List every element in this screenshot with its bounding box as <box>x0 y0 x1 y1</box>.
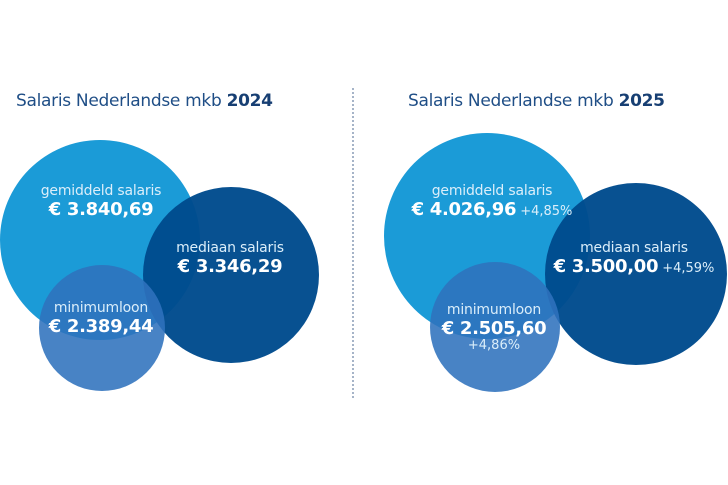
minimum-wage-value: € 2.389,44 <box>48 316 154 337</box>
median-salary-value: € 3.346,29 <box>177 256 283 277</box>
median-salary-title: mediaan salaris <box>580 240 688 256</box>
panel-title-2024: Salaris Nederlandse mkb 2024 <box>16 91 273 111</box>
median-salary-change: +4,59% <box>662 261 715 276</box>
minimum-wage-title: minimumloon <box>446 302 542 318</box>
minimum-wage-title: minimumloon <box>53 300 149 316</box>
title-year: 2024 <box>226 91 273 111</box>
average-salary-label: gemiddeld salaris € 3.840,69 <box>41 183 162 220</box>
title-prefix: Salaris Nederlandse mkb <box>16 91 222 111</box>
median-salary-title: mediaan salaris <box>176 240 284 256</box>
median-salary-circle <box>545 183 727 365</box>
average-salary-title: gemiddeld salaris <box>40 183 162 199</box>
title-prefix: Salaris Nederlandse mkb <box>408 91 614 111</box>
median-salary-label: mediaan salaris € 3.346,29 <box>176 240 284 277</box>
panel-divider <box>352 88 354 398</box>
median-salary-value: € 3.500,00 <box>553 256 659 277</box>
minimum-wage-value: € 2.505,60 <box>441 318 547 339</box>
median-salary-circle <box>143 187 319 363</box>
minimum-wage-circle <box>430 262 560 392</box>
minimum-wage-change: +4,86% <box>467 338 521 353</box>
average-salary-title: gemiddeld salaris <box>431 183 553 199</box>
average-salary-label: gemiddeld salaris € 4.026,96 +4,85% <box>412 183 573 220</box>
minimum-wage-label: minimumloon € 2.389,44 <box>49 300 154 337</box>
title-year: 2025 <box>618 91 665 111</box>
minimum-wage-circle <box>39 265 165 391</box>
average-salary-value: € 4.026,96 <box>411 199 517 220</box>
minimum-wage-label: minimumloon € 2.505,60 +4,86% <box>442 302 547 353</box>
median-salary-label: mediaan salaris € 3.500,00 +4,59% <box>554 240 715 277</box>
average-salary-value: € 3.840,69 <box>48 199 154 220</box>
average-salary-change: +4,85% <box>520 204 573 219</box>
panel-title-2025: Salaris Nederlandse mkb 2025 <box>408 91 665 111</box>
